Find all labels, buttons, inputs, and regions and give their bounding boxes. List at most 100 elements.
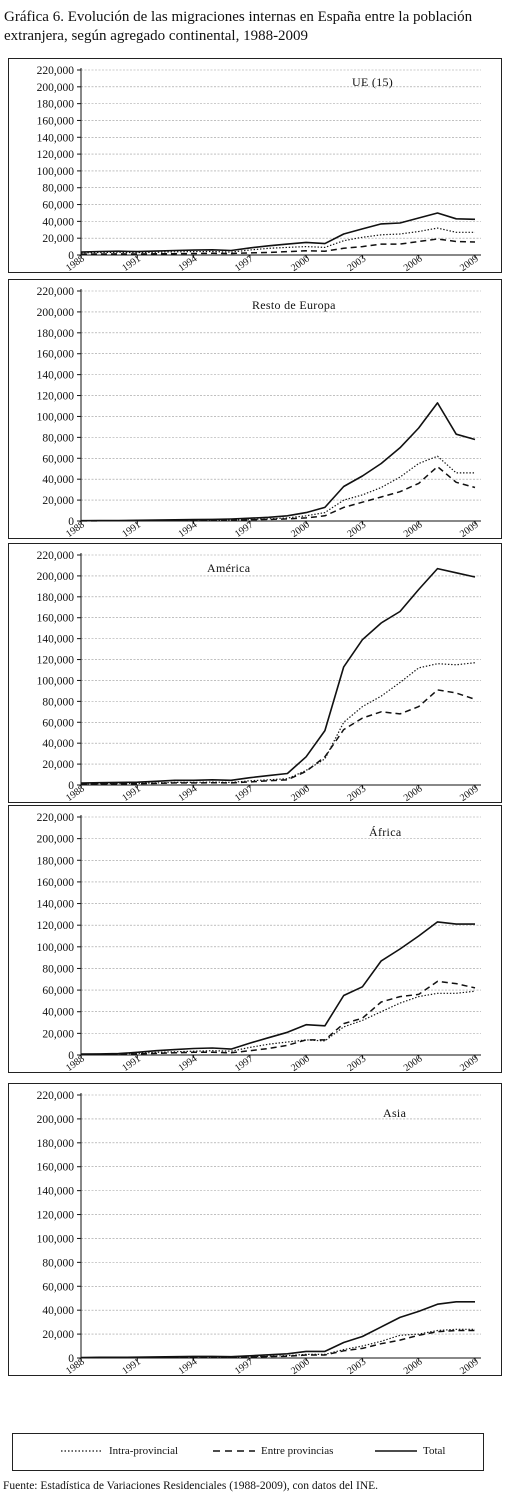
y-tick-label: 60,000	[42, 200, 74, 212]
y-tick-label: 180,000	[37, 1138, 75, 1150]
figure-title: Gráfica 6. Evolución de las migraciones …	[4, 9, 473, 44]
y-tick-label: 40,000	[42, 216, 74, 228]
y-tick-label: 160,000	[37, 115, 75, 127]
y-tick-label: 60,000	[42, 717, 74, 729]
x-tick-label: 2009	[458, 519, 481, 538]
legend-item-intra: Intra-provincial	[61, 1445, 178, 1457]
y-tick-label: 120,000	[37, 920, 75, 932]
y-tick-label: 200,000	[37, 82, 75, 94]
panel-title: UE (15)	[352, 75, 393, 89]
line-chart: 0 20,000 40,000 60,000 80,000 100,000 120,000 1…	[37, 1090, 481, 1375]
y-tick-label: 60,000	[42, 985, 74, 997]
x-tick-label: 1994	[177, 253, 200, 272]
x-tick-label: 2006	[402, 1053, 425, 1072]
legend-label-entre: Entre provincias	[261, 1445, 334, 1457]
y-tick-label: 0	[68, 1353, 74, 1365]
y-tick-label: 100,000	[37, 675, 75, 687]
x-tick-label: 2000	[289, 1053, 312, 1072]
x-tick-label: 2003	[345, 253, 368, 272]
chart-panel: 0 20,000 40,000 60,000 80,000 100,000 120,000 1…	[8, 279, 502, 539]
y-tick-label: 40,000	[42, 1305, 74, 1317]
y-tick-label: 40,000	[42, 474, 74, 486]
x-tick-label: 1994	[177, 1053, 200, 1072]
y-tick-label: 60,000	[42, 1281, 74, 1293]
panel-title: Asia	[383, 1106, 407, 1120]
x-tick-label: 1997	[233, 253, 256, 272]
chart-panel: 0 20,000 40,000 60,000 80,000 100,000 120,000 1…	[8, 1083, 502, 1376]
y-tick-label: 20,000	[42, 495, 74, 507]
y-tick-label: 200,000	[37, 307, 75, 319]
y-tick-label: 60,000	[42, 453, 74, 465]
y-tick-label: 200,000	[37, 1114, 75, 1126]
y-tick-label: 40,000	[42, 738, 74, 750]
y-tick-label: 0	[68, 250, 74, 262]
x-tick-label: 1991	[120, 519, 143, 538]
series-line-dotted	[80, 1328, 475, 1359]
x-tick-label: 1994	[177, 783, 200, 802]
x-tick-label: 1994	[177, 519, 200, 538]
legend-item-entre: Entre provincias	[213, 1445, 333, 1457]
line-chart: 0 20,000 40,000 60,000 80,000 100,000 120,000 1…	[37, 812, 481, 1072]
x-tick-label: 2009	[458, 1356, 481, 1375]
x-tick-label: 2006	[402, 253, 425, 272]
series-line-dashed	[80, 465, 476, 522]
y-tick-label: 220,000	[37, 65, 75, 77]
x-tick-label: 1997	[233, 1053, 256, 1072]
series-line-dashed	[80, 238, 476, 255]
x-tick-label: 1991	[120, 253, 143, 272]
y-tick-label: 20,000	[42, 1329, 74, 1341]
y-tick-label: 100,000	[37, 411, 75, 423]
y-tick-label: 180,000	[37, 99, 75, 111]
x-tick-label: 1991	[120, 783, 143, 802]
y-tick-label: 80,000	[42, 696, 74, 708]
x-tick-label: 2003	[345, 519, 368, 538]
x-tick-label: 2009	[458, 253, 481, 272]
x-tick-label: 2009	[458, 783, 481, 802]
legend-label-intra: Intra-provincial	[109, 1445, 179, 1457]
solid-line-swatch	[375, 1450, 417, 1453]
y-tick-label: 220,000	[37, 812, 75, 824]
line-chart: 0 20,000 40,000 60,000 80,000 100,000 120,000 1…	[37, 65, 481, 272]
y-tick-label: 80,000	[42, 183, 74, 195]
y-tick-label: 100,000	[37, 942, 75, 954]
series-line-dotted	[80, 227, 475, 254]
y-tick-label: 180,000	[37, 592, 75, 604]
y-tick-label: 180,000	[37, 328, 75, 340]
y-tick-label: 120,000	[37, 149, 75, 161]
y-tick-label: 0	[68, 780, 74, 792]
x-tick-label: 1997	[233, 1356, 256, 1375]
x-tick-label: 1994	[177, 1356, 200, 1375]
line-chart: 0 20,000 40,000 60,000 80,000 100,000 120,000 1…	[37, 286, 481, 538]
legend-label-total: Total	[423, 1445, 446, 1457]
legend: Intra-provincial Entre provincias Total	[12, 1433, 484, 1471]
y-tick-label: 80,000	[42, 432, 74, 444]
y-tick-label: 220,000	[37, 1090, 75, 1102]
y-tick-label: 120,000	[37, 391, 75, 403]
x-tick-label: 2006	[402, 1356, 425, 1375]
panel-title: Resto de Europa	[252, 298, 336, 312]
x-tick-label: 2003	[345, 1356, 368, 1375]
chart-panel: 0 20,000 40,000 60,000 80,000 100,000 120,000 1…	[8, 58, 502, 273]
y-tick-label: 80,000	[42, 1257, 74, 1269]
panel-title: América	[207, 561, 251, 575]
panel-title: África	[369, 825, 402, 839]
y-tick-label: 120,000	[37, 1210, 75, 1222]
y-tick-label: 140,000	[37, 899, 75, 911]
y-tick-label: 220,000	[37, 550, 75, 562]
x-tick-label: 2000	[289, 253, 312, 272]
y-tick-label: 160,000	[37, 1162, 75, 1174]
y-tick-label: 20,000	[42, 1028, 74, 1040]
y-tick-label: 180,000	[37, 855, 75, 867]
x-tick-label: 1991	[120, 1053, 143, 1072]
y-tick-label: 220,000	[37, 286, 75, 298]
y-tick-label: 140,000	[37, 634, 75, 646]
y-tick-label: 100,000	[37, 166, 75, 178]
line-chart: 0 20,000 40,000 60,000 80,000 100,000 120,000 1…	[37, 550, 481, 802]
series-line-solid	[80, 921, 475, 1055]
x-tick-label: 2003	[345, 783, 368, 802]
y-tick-label: 20,000	[42, 233, 74, 245]
y-tick-label: 140,000	[37, 132, 75, 144]
y-tick-label: 100,000	[37, 1233, 75, 1245]
x-tick-label: 1997	[233, 783, 256, 802]
series-line-dotted	[80, 662, 476, 785]
